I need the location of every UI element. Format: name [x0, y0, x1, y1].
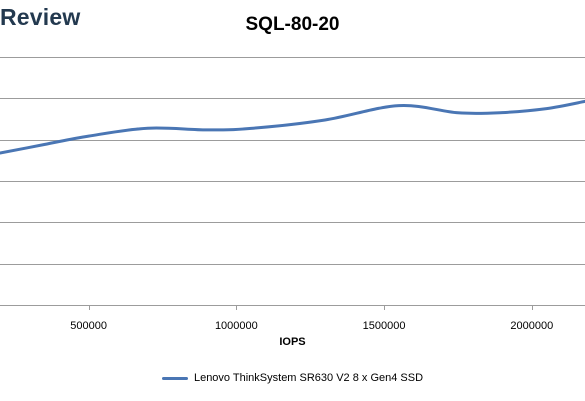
x-tick-label-2: 1500000: [363, 320, 406, 332]
series-line-0: [0, 99, 585, 155]
legend: Lenovo ThinkSystem SR630 V2 8 x Gen4 SSD: [0, 372, 585, 384]
x-tick-label-3: 2000000: [510, 320, 553, 332]
series-lines: [0, 99, 585, 155]
x-tick-label-0: 500000: [70, 320, 107, 332]
legend-label: Lenovo ThinkSystem SR630 V2 8 x Gen4 SSD: [193, 372, 424, 384]
x-axis-ticks: 500000 1000000 1500000 2000000: [70, 305, 553, 332]
watermark-logo: Review: [0, 4, 81, 30]
gridlines: [0, 57, 585, 306]
chart-title: SQL-80-20: [245, 14, 340, 35]
x-axis-title: IOPS: [279, 336, 306, 348]
x-tick-label-1: 1000000: [215, 320, 258, 332]
legend-swatch: [161, 376, 188, 380]
